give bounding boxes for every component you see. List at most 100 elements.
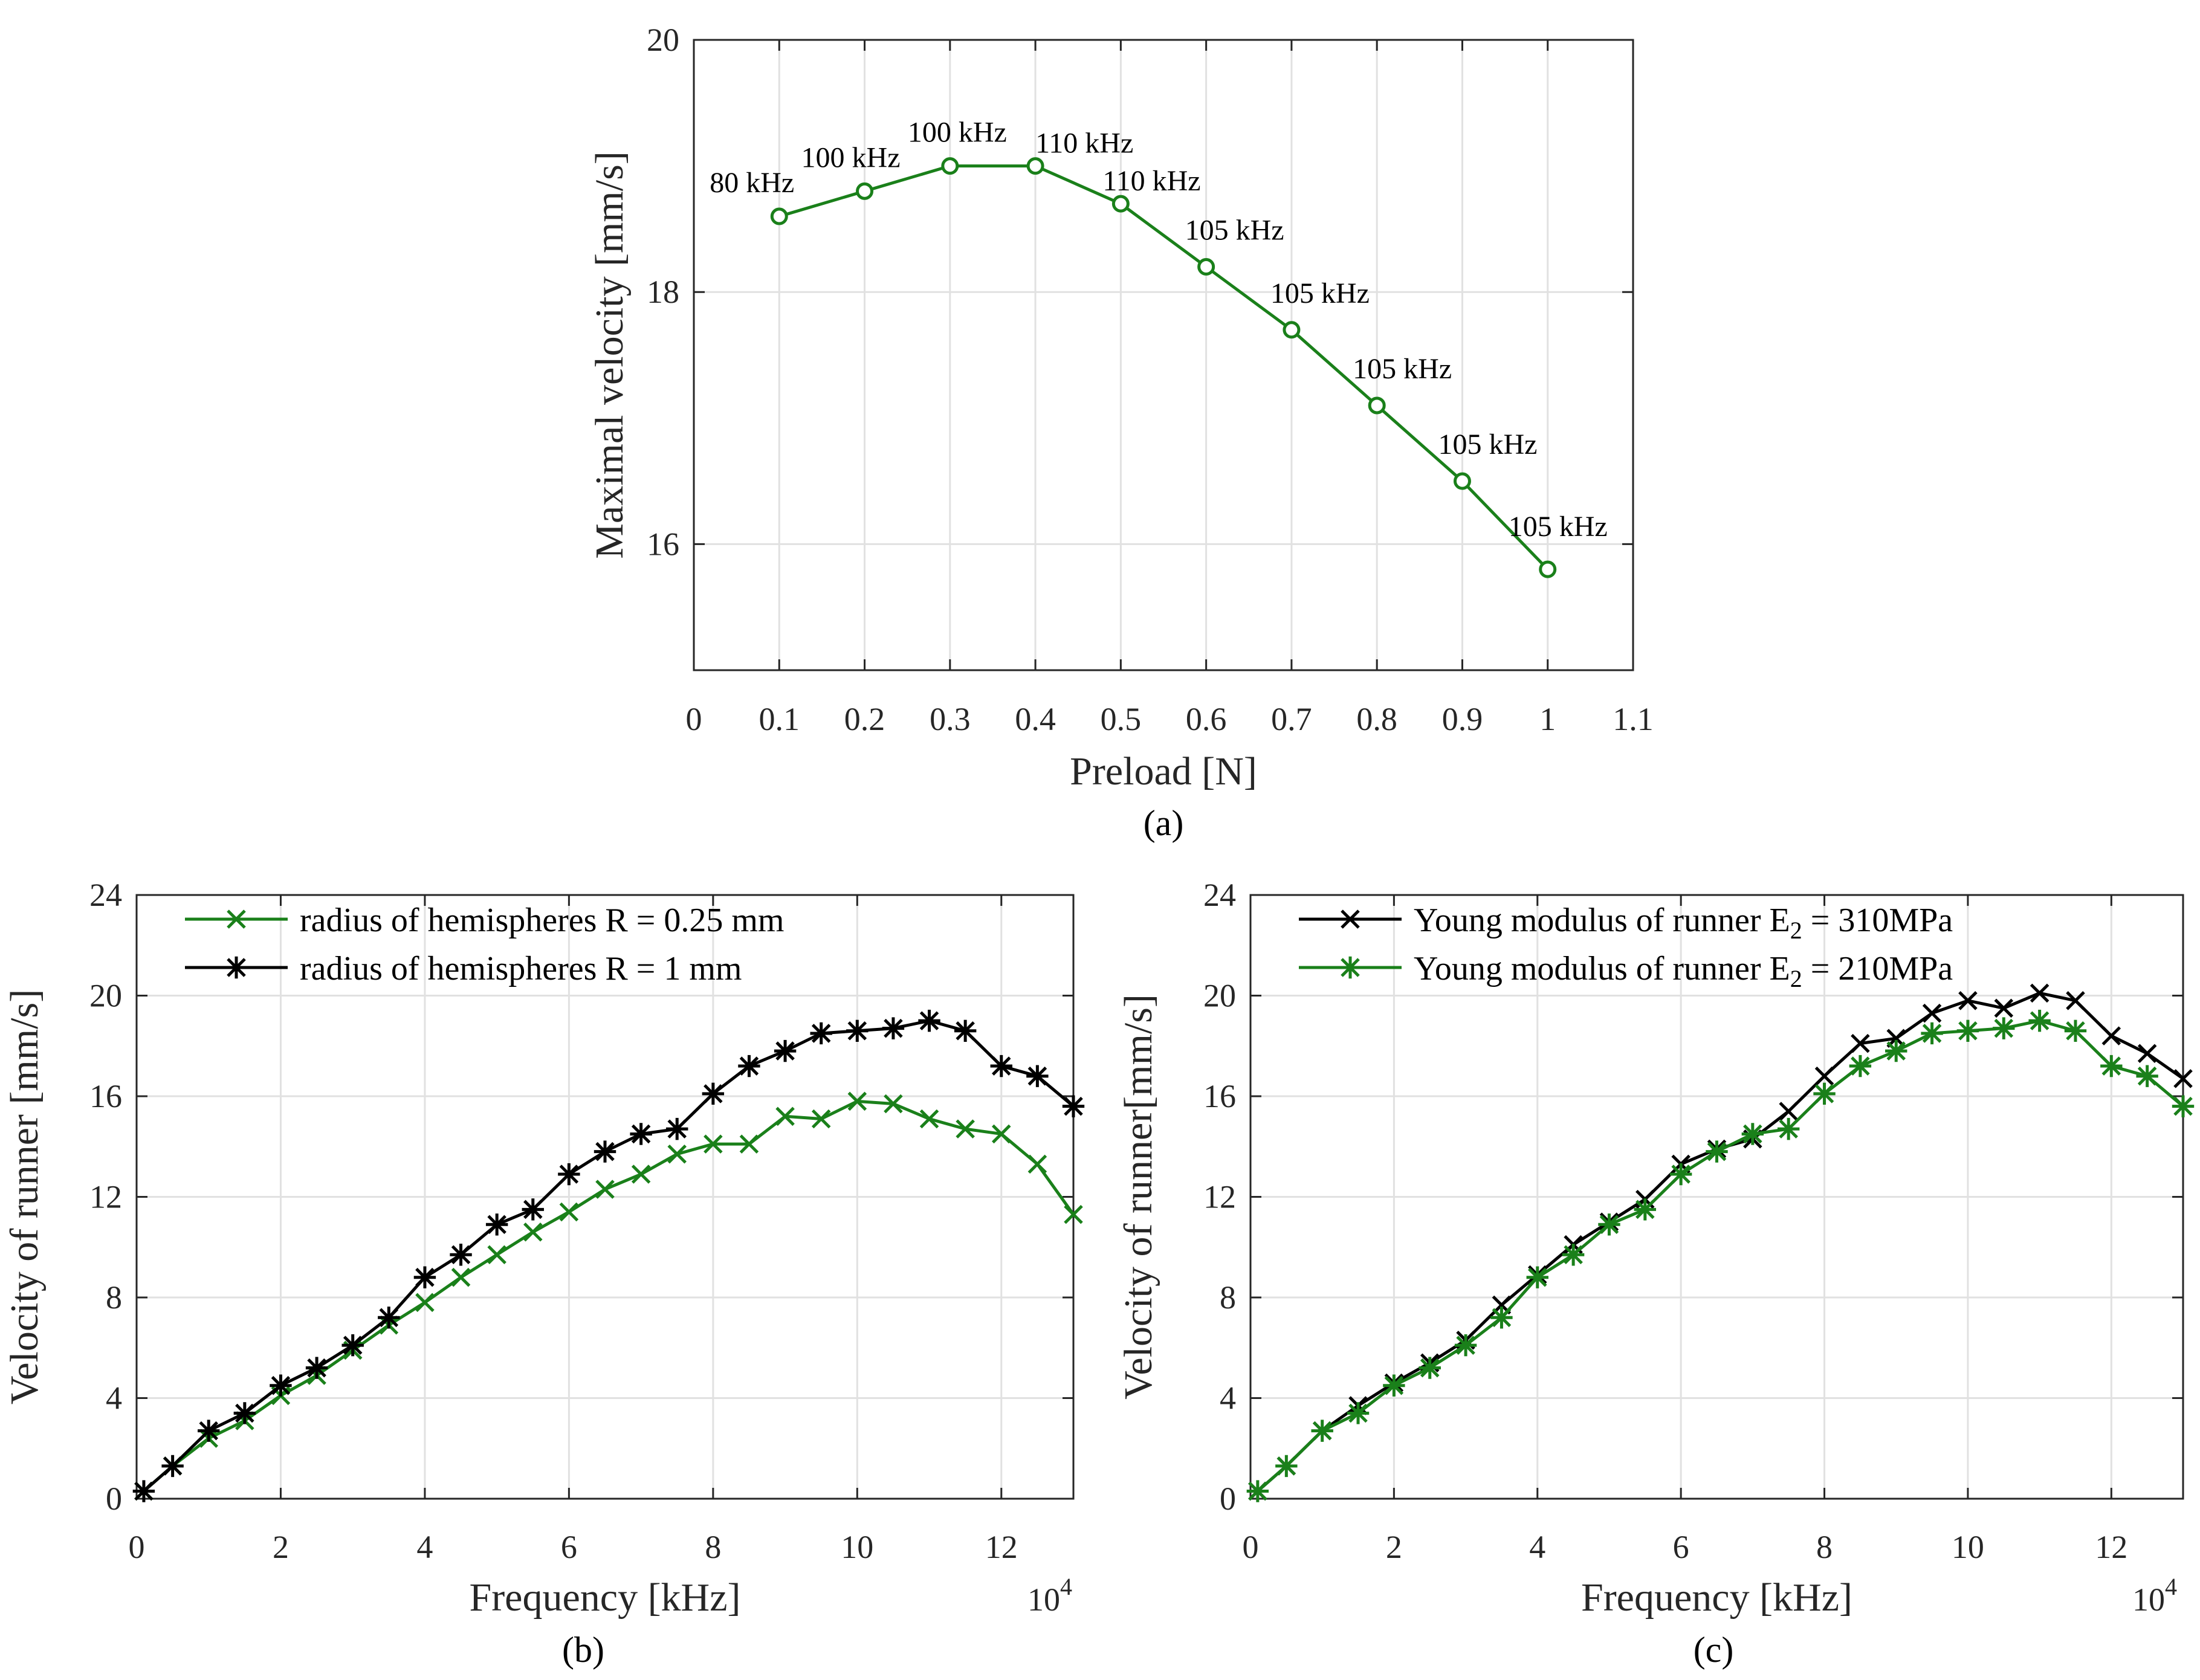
data-point: [559, 1202, 579, 1222]
x-tick-label: 0.2: [844, 701, 885, 737]
legend-entry-name: Young modulus of runner E: [1414, 950, 1790, 987]
data-point: [1275, 1455, 1298, 1478]
x-tick-label: 2: [1386, 1529, 1402, 1565]
data-point: [523, 1223, 543, 1242]
data-point: [233, 1402, 256, 1424]
legend-entry-suffix: = 310MPa: [1802, 902, 1953, 939]
y-tick-label: 8: [1220, 1279, 1236, 1316]
data-point: [1777, 1117, 1800, 1140]
x-tick-label: 0: [686, 701, 702, 737]
data-point: [341, 1334, 364, 1357]
x-tick-label: 0: [1243, 1529, 1259, 1565]
x-tick-label: 6: [561, 1529, 577, 1565]
y-tick-label: 20: [647, 22, 679, 58]
data-point: [2028, 1009, 2051, 1032]
x-tick-label: 2: [273, 1529, 289, 1565]
data-point: [738, 1055, 760, 1077]
data-point: [2066, 991, 2085, 1010]
x-tick-label: 8: [1816, 1529, 1833, 1565]
data-point: [1526, 1266, 1548, 1288]
series-c-1: [1246, 1009, 2195, 1502]
plot-frame: [693, 39, 1634, 671]
legend-entry: Young modulus of runner E2 = 210MPa: [1414, 950, 1953, 992]
x-tick-label: 0: [129, 1529, 145, 1565]
data-point: [1885, 1039, 1907, 1062]
x-tick-label: 10: [841, 1529, 873, 1565]
data-point: [1347, 1402, 1370, 1424]
data-point: [704, 1134, 723, 1154]
x-tick-label: 10: [1952, 1529, 1984, 1565]
x-tick-label: 6: [1673, 1529, 1689, 1565]
data-point: [415, 1293, 435, 1313]
y-tick-label: 20: [89, 978, 122, 1014]
data-point: [1311, 1420, 1333, 1442]
y-tick-label: 16: [647, 526, 679, 562]
data-point: [992, 1124, 1011, 1144]
data-point: [1283, 321, 1301, 339]
data-point: [451, 1267, 471, 1287]
data-point: [1994, 998, 2014, 1018]
data-point: [919, 1109, 939, 1129]
legend-marker: [1339, 956, 1362, 979]
data-point: [198, 1420, 220, 1442]
y-tick-label: 16: [89, 1078, 122, 1114]
y-tick-label: 16: [1203, 1078, 1236, 1114]
legend-marker: [1341, 909, 1360, 929]
x-tick-label: 0.9: [1442, 701, 1483, 737]
legend-entry-subscript: 2: [1790, 965, 1802, 992]
data-point: [270, 1374, 292, 1397]
data-point: [1453, 472, 1471, 490]
y-axis-label: Maximal velocity [mm/s]: [587, 151, 632, 559]
exponent-base: 10: [2132, 1581, 2165, 1618]
legend-entry-subscript: 2: [1790, 917, 1802, 944]
data-point: [558, 1163, 580, 1186]
data-point: [2101, 1026, 2121, 1045]
data-annotation: 110 kHz: [1102, 165, 1200, 197]
y-tick-label: 12: [89, 1179, 122, 1215]
x-tick-label: 0.6: [1186, 701, 1227, 737]
data-annotation: 105 kHz: [1185, 214, 1284, 246]
legend-marker: [225, 956, 248, 979]
data-annotation: 105 kHz: [1270, 277, 1370, 309]
x-tick-label: 0.5: [1101, 701, 1142, 737]
data-point: [161, 1455, 184, 1478]
exponent-base: 10: [1027, 1581, 1060, 1618]
data-point: [810, 1022, 832, 1045]
data-point: [1921, 1022, 1943, 1045]
data-point: [990, 1055, 1012, 1077]
data-point: [1956, 1019, 1979, 1042]
x-tick-label: 4: [1529, 1529, 1545, 1565]
data-point: [450, 1244, 472, 1266]
y-tick-label: 4: [1220, 1380, 1236, 1417]
data-point: [305, 1357, 328, 1379]
data-point: [847, 1091, 867, 1111]
data-point: [2030, 983, 2050, 1003]
y-tick-label: 20: [1203, 978, 1236, 1014]
y-tick-label: 12: [1203, 1179, 1236, 1215]
data-point: [770, 207, 788, 225]
legend-entry-name: radius of hemispheres R = 0.25 mm: [300, 902, 784, 939]
x-tick-label: 12: [985, 1529, 1018, 1565]
data-point: [1922, 1003, 1942, 1023]
exponent-power: 4: [2165, 1573, 2177, 1600]
x-tick-label: 4: [416, 1529, 433, 1565]
data-point: [1454, 1334, 1477, 1357]
y-tick-label: 0: [1220, 1481, 1236, 1517]
x-tick-label: 0.7: [1271, 701, 1312, 737]
data-point: [1562, 1244, 1585, 1266]
x-tick-label: 1.1: [1613, 701, 1654, 737]
data-point: [739, 1134, 759, 1154]
data-point: [2173, 1069, 2193, 1088]
data-annotation: 105 kHz: [1438, 428, 1537, 460]
data-point: [775, 1107, 795, 1126]
data-point: [884, 1094, 903, 1114]
data-point: [413, 1266, 436, 1288]
data-point: [667, 1144, 687, 1164]
data-point: [774, 1039, 797, 1062]
data-point: [1490, 1307, 1513, 1329]
x-tick-label: 0.1: [759, 701, 800, 737]
data-point: [1741, 1123, 1764, 1145]
panel-caption: (c): [1694, 1630, 1734, 1670]
data-point: [1026, 1065, 1049, 1087]
panel-caption: (b): [562, 1630, 604, 1670]
